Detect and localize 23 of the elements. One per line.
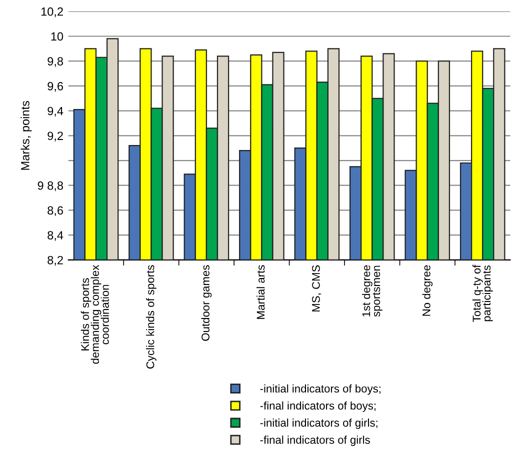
legend-label: -final indicators of girls (260, 436, 370, 446)
y-tick-label: 8,2 (48, 256, 63, 266)
x-tick-label: Cyclic kinds of sports (146, 265, 156, 369)
x-tick-label: Kinds of sports demanding complex coordination (80, 264, 109, 364)
x-tick-label: Outdoor games (201, 265, 212, 341)
x-tick-label: Martial arts (256, 265, 265, 319)
y-axis-title: Marks, points (20, 100, 32, 170)
y-tick-label: 9,6 (48, 82, 63, 92)
y-tick-label: 8,4 (48, 231, 64, 241)
y-tick-label: 9 8,8 (38, 181, 64, 192)
legend-label: -initial indicators of girls; (260, 418, 378, 429)
legend-label: -initial indicators of boys; (260, 384, 380, 395)
y-tick-label: 9,8 (48, 57, 64, 67)
x-tick-label: 1st degree sportsmen (362, 265, 382, 317)
y-tick-label: 9,2 (48, 132, 63, 142)
x-tick-label: Total q-ty of participants (472, 264, 493, 322)
x-tick-label: No degree (422, 265, 433, 316)
legend-label: -final indicators of boys; (260, 401, 376, 412)
y-tick-label: 8,6 (48, 206, 63, 216)
y-tick-label: 10,2 (41, 7, 63, 18)
x-tick-label: MS, CMS (312, 265, 322, 312)
y-tick-label: 10 (51, 32, 64, 41)
y-tick-label: 9,4 (48, 106, 64, 117)
